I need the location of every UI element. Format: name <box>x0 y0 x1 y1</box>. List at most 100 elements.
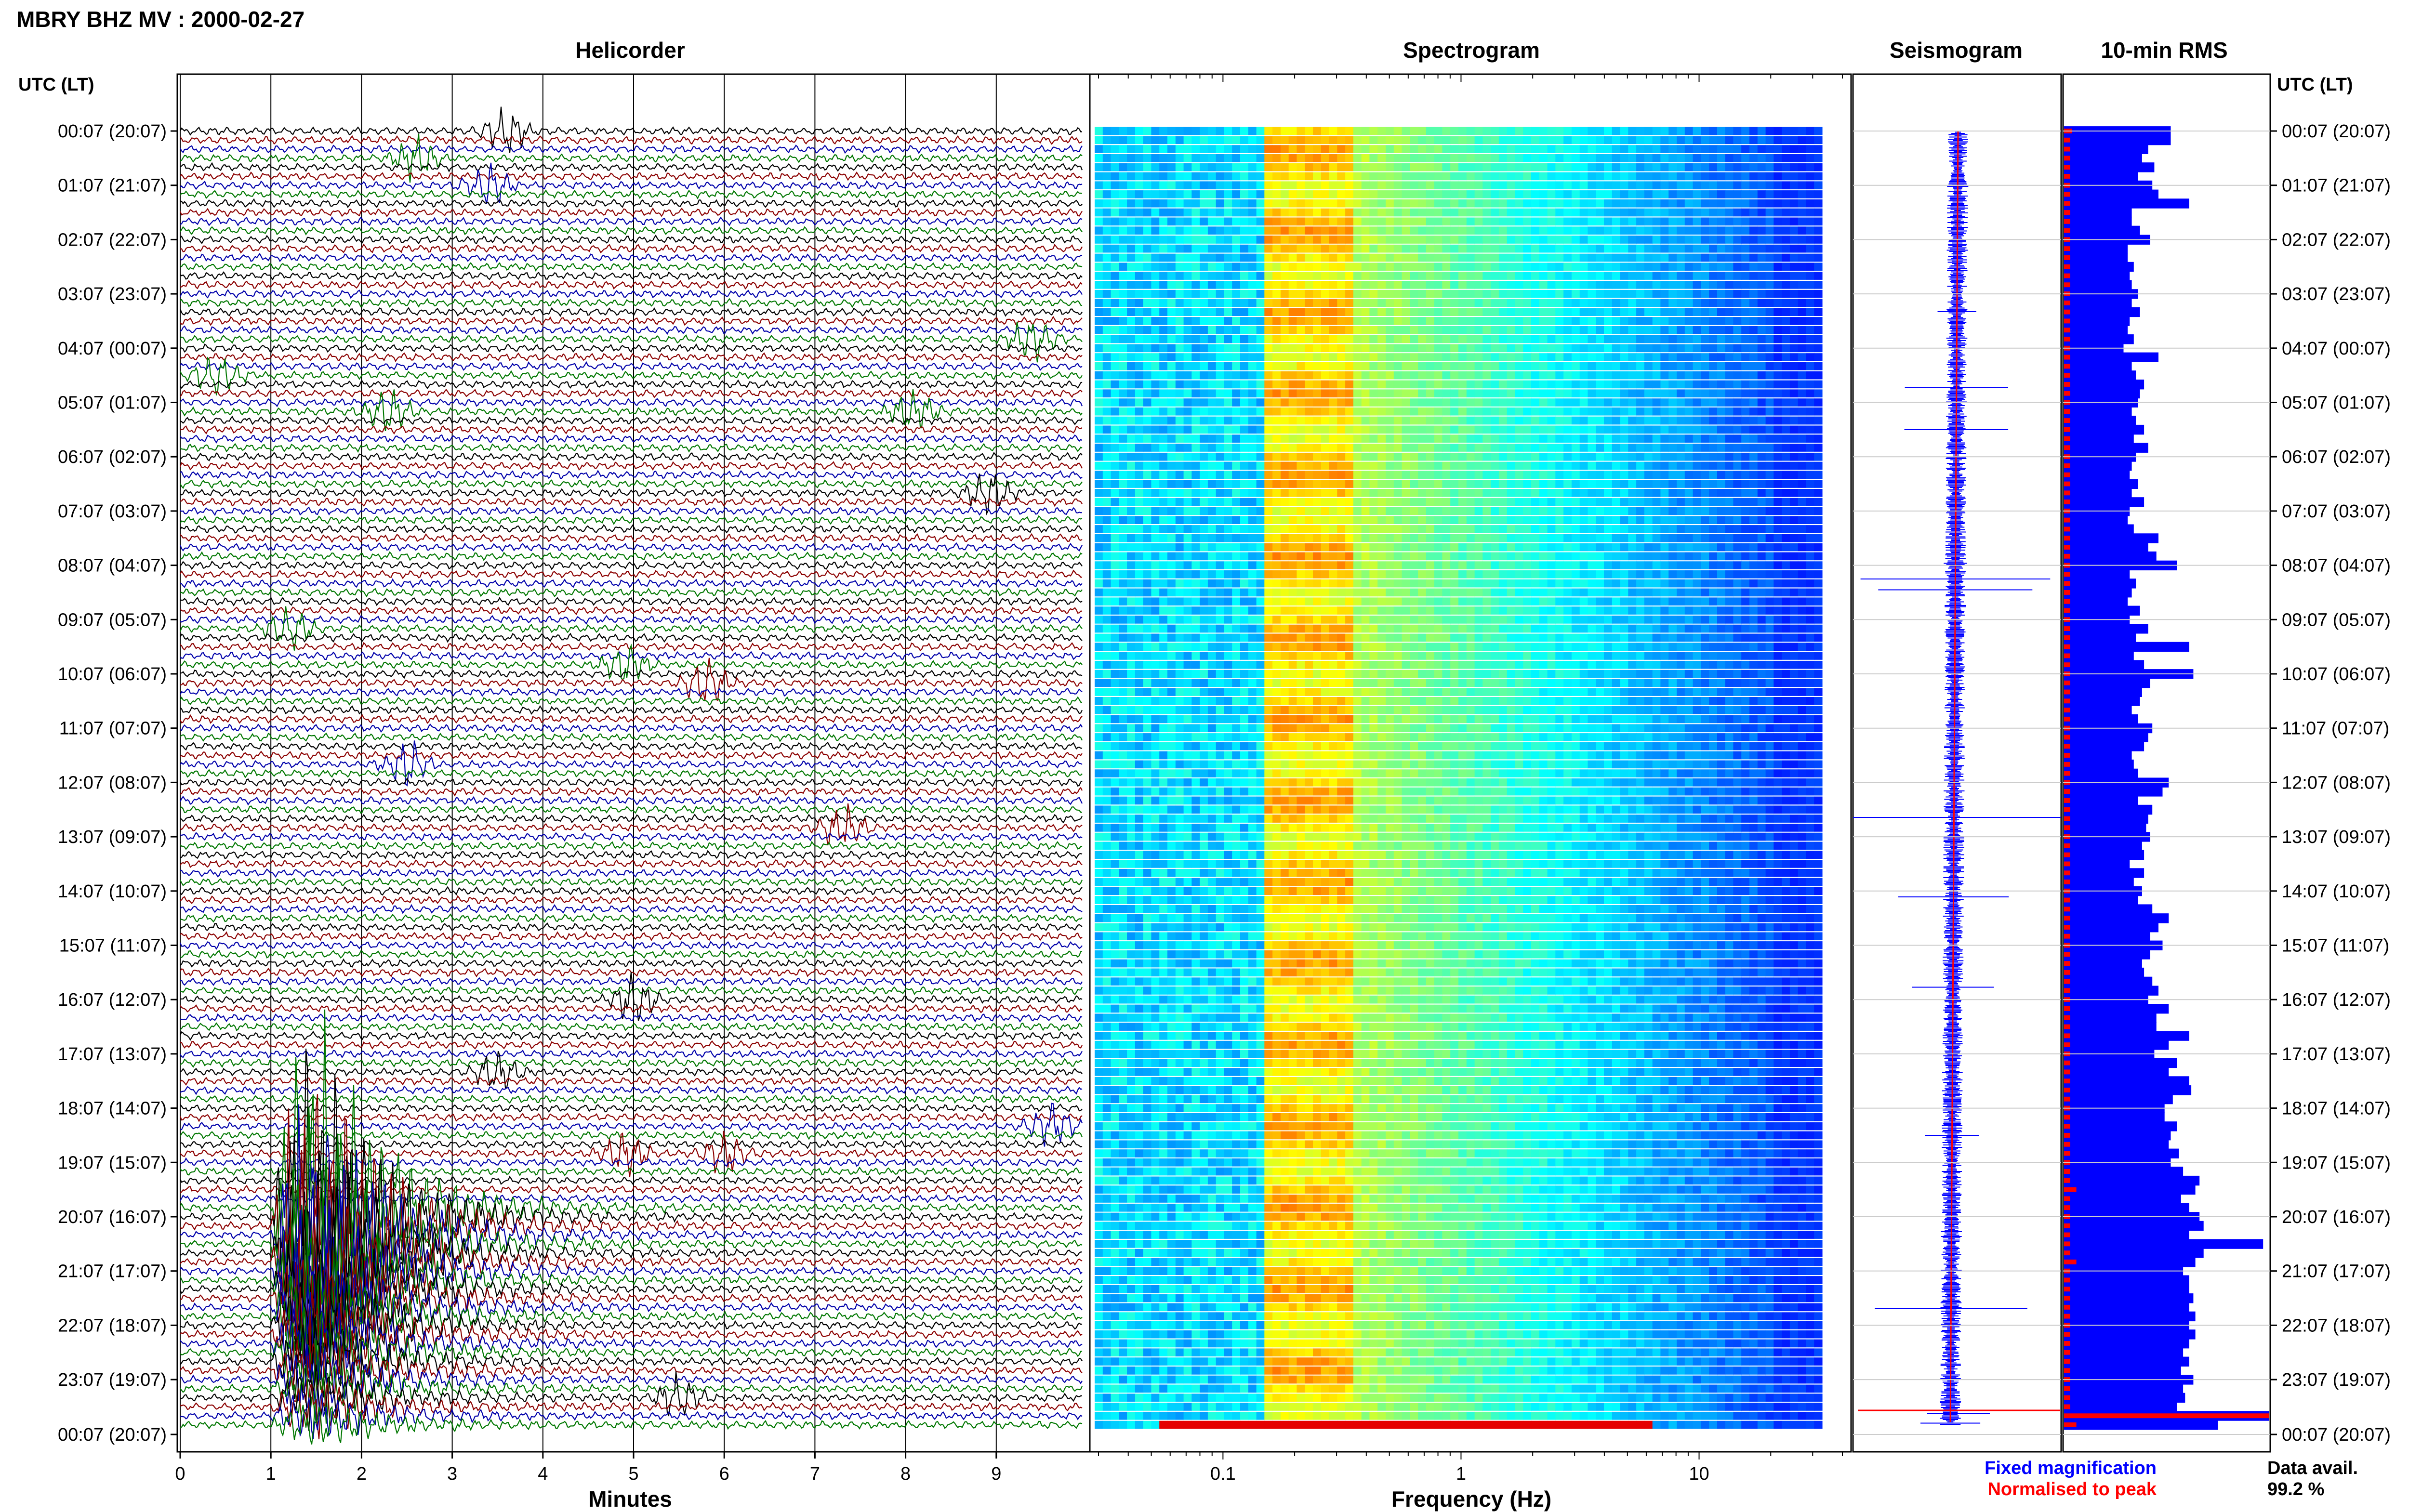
spectrogram-cell <box>1612 172 1621 181</box>
spectrogram-cell <box>1191 407 1200 416</box>
spectrogram-cell <box>1774 452 1782 461</box>
spectrogram-cell <box>1288 452 1297 461</box>
spectrogram-cell <box>1102 480 1112 488</box>
spectrogram-cell <box>1248 371 1257 380</box>
spectrogram-cell <box>1782 534 1790 542</box>
spectrogram-cell <box>1515 371 1523 380</box>
spectrogram-cell <box>1491 136 1499 145</box>
spectrogram-cell <box>1127 299 1136 307</box>
spectrogram-cell <box>1765 425 1774 434</box>
spectrogram-cell <box>1652 154 1661 162</box>
spectrogram-cell <box>1806 588 1814 597</box>
spectrogram-cell <box>1482 181 1491 190</box>
spectrogram-cell <box>1232 444 1241 452</box>
spectrogram-cell <box>1426 326 1435 334</box>
spectrogram-cell <box>1143 299 1152 307</box>
spectrogram-cell <box>1313 507 1322 515</box>
spectrogram-cell <box>1175 353 1184 361</box>
spectrogram-cell <box>1127 534 1136 542</box>
spectrogram-cell <box>1717 588 1726 597</box>
spectrogram-cell <box>1515 226 1523 235</box>
spectrogram-cell <box>1207 570 1217 579</box>
spectrogram-cell <box>1393 244 1403 253</box>
spectrogram-cell <box>1159 326 1168 334</box>
spectrogram-cell <box>1426 579 1435 588</box>
spectrogram-cell <box>1175 344 1184 353</box>
spectrogram-cell <box>1248 199 1257 208</box>
spectrogram-cell <box>1628 516 1637 524</box>
spectrogram-cell <box>1264 281 1273 289</box>
spectrogram-cell <box>1305 597 1313 606</box>
spectrogram-cell <box>1555 272 1564 280</box>
spectrogram-cell <box>1458 272 1467 280</box>
spectrogram-cell <box>1474 281 1483 289</box>
spectrogram-cell <box>1588 326 1596 334</box>
spectrogram-cell <box>1369 434 1378 443</box>
spectrogram-cell <box>1765 398 1774 407</box>
spectrogram-cell <box>1191 534 1200 542</box>
spectrogram-cell <box>1442 199 1451 208</box>
spectrogram-cell <box>1491 326 1499 334</box>
spectrogram-cell <box>1167 244 1176 253</box>
spectrogram-cell <box>1119 534 1127 542</box>
spectrogram-cell <box>1571 217 1580 226</box>
spectrogram-cell <box>1337 236 1346 244</box>
spectrogram-cell <box>1725 461 1734 470</box>
spectrogram-cell <box>1579 570 1588 579</box>
helicorder-trace <box>180 189 1083 200</box>
spectrogram-cell <box>1151 480 1160 488</box>
spectrogram-cell <box>1280 353 1289 361</box>
spectrogram-cell <box>1143 407 1152 416</box>
spectrogram-cell <box>1175 534 1184 542</box>
spectrogram-cell <box>1119 335 1127 343</box>
spectrogram-cell <box>1547 344 1556 353</box>
spectrogram-cell <box>1102 326 1112 334</box>
spectrogram-cell <box>1466 516 1475 524</box>
spectrogram-cell <box>1264 534 1273 542</box>
spectrogram-cell <box>1725 217 1734 226</box>
helicorder-trace <box>180 198 1083 209</box>
spectrogram-cell <box>1693 208 1701 217</box>
spectrogram-cell <box>1531 416 1540 425</box>
spectrogram-cell <box>1102 398 1112 407</box>
spectrogram-cell <box>1660 434 1669 443</box>
spectrogram-cell <box>1749 588 1758 597</box>
spectrogram-cell <box>1466 181 1475 190</box>
spectrogram-cell <box>1102 136 1112 145</box>
spectrogram-cell <box>1313 299 1322 307</box>
spectrogram-cell <box>1733 326 1742 334</box>
spectrogram-cell <box>1159 181 1168 190</box>
spectrogram-cell <box>1466 579 1475 588</box>
spectrogram-cell <box>1563 236 1572 244</box>
spectrogram-cell <box>1668 507 1677 515</box>
spectrogram-cell <box>1523 425 1532 434</box>
spectrogram-cell <box>1515 281 1523 289</box>
spectrogram-cell <box>1393 498 1403 506</box>
spectrogram-cell <box>1353 226 1362 235</box>
spectrogram-cell <box>1547 127 1556 135</box>
spectrogram-cell <box>1377 272 1386 280</box>
spectrogram-cell <box>1798 371 1807 380</box>
spectrogram-cell <box>1693 570 1701 579</box>
spectrogram-cell <box>1127 145 1136 153</box>
spectrogram-cell <box>1498 588 1508 597</box>
spectrogram-cell <box>1789 127 1799 135</box>
helicorder-trace <box>180 162 1083 173</box>
spectrogram-cell <box>1644 362 1653 370</box>
spectrogram-cell <box>1224 389 1232 398</box>
spectrogram-cell <box>1474 452 1483 461</box>
spectrogram-cell <box>1547 380 1556 389</box>
spectrogram-cell <box>1636 570 1645 579</box>
helicorder-trace <box>180 1283 1083 1380</box>
spectrogram-cell <box>1644 208 1653 217</box>
spectrogram-cell <box>1701 597 1709 606</box>
spectrogram-cell <box>1725 407 1734 416</box>
spectrogram-cell <box>1733 136 1742 145</box>
spectrogram-cell <box>1393 516 1403 524</box>
spectrogram-cell <box>1232 326 1241 334</box>
spectrogram-cell <box>1482 244 1491 253</box>
spectrogram-cell <box>1402 416 1410 425</box>
spectrogram-cell <box>1814 335 1823 343</box>
spectrogram-cell <box>1733 263 1742 271</box>
spectrogram-cell <box>1604 199 1613 208</box>
